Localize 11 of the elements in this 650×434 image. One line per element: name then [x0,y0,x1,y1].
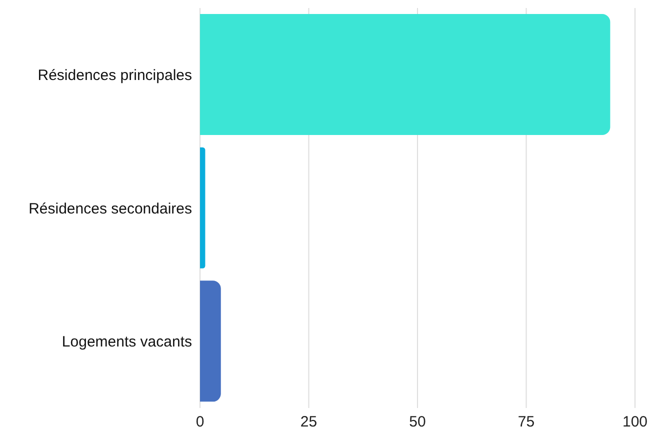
x-tick-label: 50 [409,414,426,431]
y-tick-label: Résidences secondaires [28,200,192,218]
x-tick-label: 100 [622,414,648,431]
bar [200,147,206,268]
x-tick-label: 25 [300,414,318,431]
bar [200,14,610,135]
bar [200,280,221,402]
x-tick-label: 75 [518,414,535,431]
y-tick-label: Logements vacants [62,334,192,351]
y-tick-label: Résidences principales [38,66,192,84]
x-tick-label: 0 [196,414,204,431]
